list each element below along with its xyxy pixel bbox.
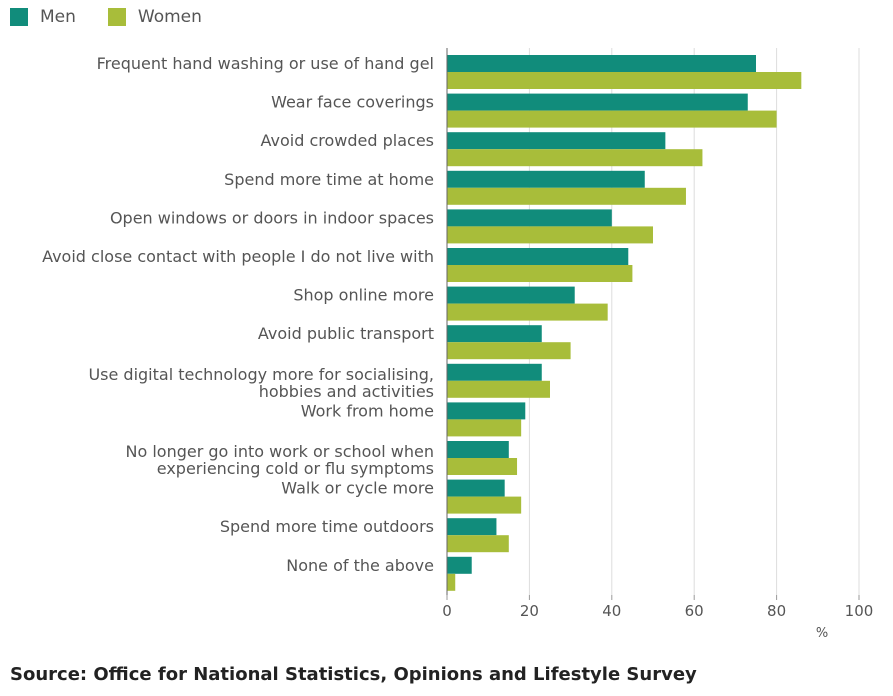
x-tick-label: 40 bbox=[602, 602, 621, 620]
bar-women bbox=[447, 110, 777, 128]
bar-women bbox=[447, 187, 686, 205]
category-label: Avoid crowded places bbox=[261, 131, 434, 150]
bar-men bbox=[447, 93, 748, 111]
legend-swatch-men bbox=[10, 8, 28, 26]
x-tick-label: 20 bbox=[520, 602, 539, 620]
category-label: experiencing cold or flu symptoms bbox=[157, 459, 434, 478]
category-label: None of the above bbox=[286, 556, 434, 575]
bar-chart: Frequent hand washing or use of hand gel… bbox=[42, 48, 874, 641]
x-tick-label: 80 bbox=[767, 602, 786, 620]
bar-women bbox=[447, 573, 456, 591]
legend-item-men: Men bbox=[10, 7, 76, 27]
bar-men bbox=[447, 170, 645, 188]
bar-women bbox=[447, 342, 571, 360]
bar-men bbox=[447, 363, 542, 381]
legend-item-women: Women bbox=[107, 7, 202, 27]
legend-label-women: Women bbox=[137, 7, 202, 27]
bar-women bbox=[447, 226, 653, 244]
bar-women bbox=[447, 265, 633, 282]
bar-women bbox=[447, 72, 802, 89]
bar-women bbox=[447, 535, 509, 553]
bar-men bbox=[447, 479, 505, 497]
category-label: Spend more time at home bbox=[224, 170, 434, 189]
legend-swatch-women bbox=[107, 8, 126, 26]
category-label: Use digital technology more for socialis… bbox=[88, 365, 434, 384]
bar-men bbox=[447, 518, 497, 536]
bar-men bbox=[447, 55, 756, 72]
category-label: Shop online more bbox=[293, 286, 434, 305]
category-label: Avoid public transport bbox=[258, 324, 434, 343]
category-label: Spend more time outdoors bbox=[220, 517, 434, 536]
bar-men bbox=[447, 286, 575, 304]
category-label: Wear face coverings bbox=[271, 93, 434, 112]
category-label: Walk or cycle more bbox=[281, 479, 434, 498]
x-tick-label: 0 bbox=[442, 602, 452, 620]
legend: Men Women bbox=[10, 4, 234, 30]
legend-label-men: Men bbox=[40, 7, 76, 27]
category-label: Avoid close contact with people I do not… bbox=[42, 247, 434, 266]
bar-women bbox=[447, 303, 608, 321]
bar-men bbox=[447, 209, 612, 227]
bar-women bbox=[447, 496, 522, 514]
category-label: hobbies and activities bbox=[259, 382, 434, 401]
bar-men bbox=[447, 248, 629, 265]
x-tick-label: 100 bbox=[845, 602, 874, 620]
bar-men bbox=[447, 402, 526, 420]
bar-men bbox=[447, 441, 509, 458]
bar-women bbox=[447, 458, 518, 475]
bar-men bbox=[447, 556, 472, 574]
bar-women bbox=[447, 419, 522, 437]
bar-women bbox=[447, 149, 703, 167]
category-label: Frequent hand washing or use of hand gel bbox=[97, 54, 434, 73]
x-axis-unit-label: % bbox=[816, 626, 828, 641]
category-label: No longer go into work or school when bbox=[126, 442, 435, 461]
source-note: Source: Office for National Statistics, … bbox=[10, 664, 697, 685]
x-tick-label: 60 bbox=[685, 602, 704, 620]
bar-men bbox=[447, 132, 666, 150]
category-label: Work from home bbox=[301, 401, 434, 420]
bar-women bbox=[447, 380, 550, 398]
bar-men bbox=[447, 325, 542, 343]
category-label: Open windows or doors in indoor spaces bbox=[110, 208, 434, 227]
